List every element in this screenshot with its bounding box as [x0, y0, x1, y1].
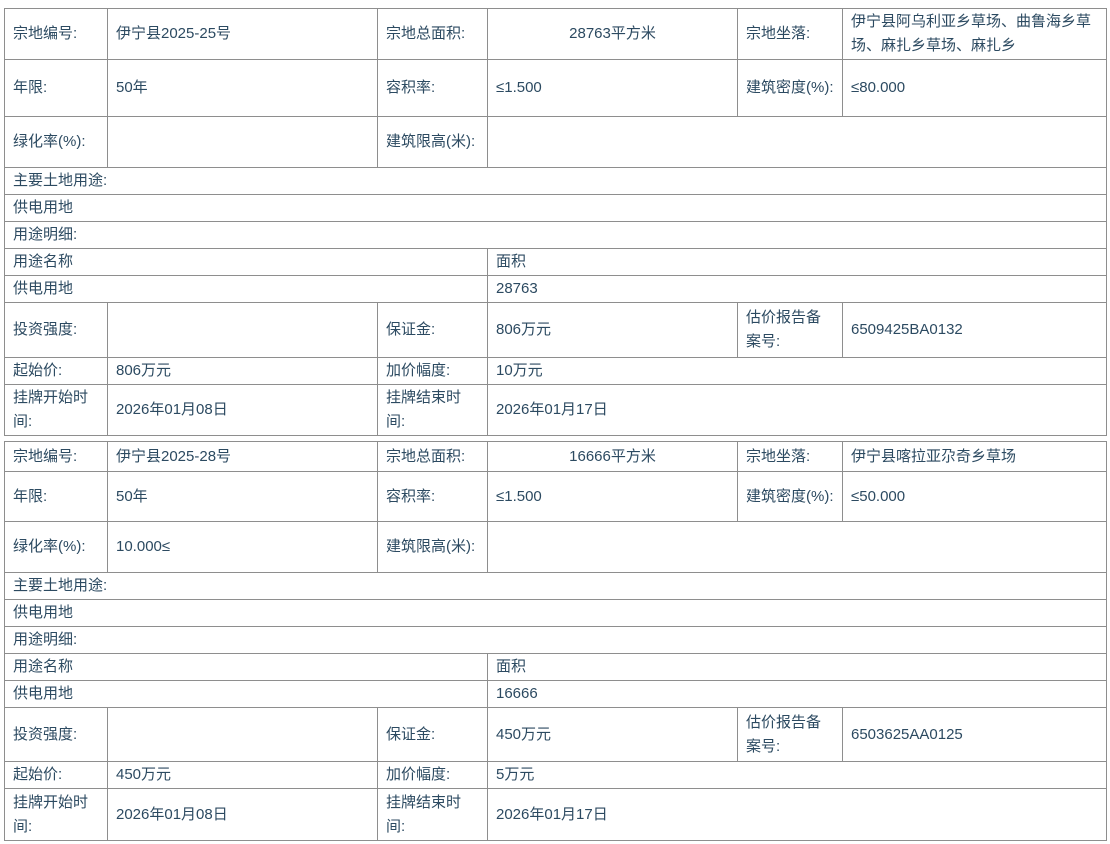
main-use-value: 供电用地 — [4, 599, 1107, 627]
parcel-no-label: 宗地编号: — [4, 441, 108, 472]
listing-end-label: 挂牌结束时间: — [377, 788, 488, 841]
area-header: 面积 — [487, 248, 1107, 276]
table-row: 挂牌开始时间: 2026年01月08日 挂牌结束时间: 2026年01月17日 — [4, 384, 1107, 436]
total-area-value: 16666平方米 — [487, 441, 738, 472]
term-value: 50年 — [107, 59, 378, 117]
building-density-label: 建筑密度(%): — [737, 59, 843, 117]
total-area-label: 宗地总面积: — [377, 441, 488, 472]
total-area-value: 28763平方米 — [487, 8, 738, 60]
height-limit-value — [487, 116, 1107, 168]
total-area-label: 宗地总面积: — [377, 8, 488, 60]
parcel-table-2: 宗地编号: 伊宁县2025-28号 宗地总面积: 16666平方米 宗地坐落: … — [4, 441, 1107, 841]
listing-start-label: 挂牌开始时间: — [4, 384, 108, 436]
main-use-label: 主要土地用途: — [4, 572, 1107, 600]
table-row: 起始价: 806万元 加价幅度: 10万元 — [4, 357, 1107, 385]
parcel-no-label: 宗地编号: — [4, 8, 108, 60]
appraisal-no-value: 6503625AA0125 — [842, 707, 1107, 762]
start-price-value: 450万元 — [107, 761, 378, 789]
use-name-header: 用途名称 — [4, 653, 488, 681]
table-row: 供电用地 16666 — [4, 680, 1107, 708]
term-label: 年限: — [4, 59, 108, 117]
table-row: 年限: 50年 容积率: ≤1.500 建筑密度(%): ≤50.000 — [4, 471, 1107, 522]
use-name-header: 用途名称 — [4, 248, 488, 276]
use-detail-label: 用途明细: — [4, 626, 1107, 654]
listing-end-value: 2026年01月17日 — [487, 788, 1107, 841]
greening-rate-value — [107, 116, 378, 168]
use-name-value: 供电用地 — [4, 275, 488, 303]
building-density-value: ≤80.000 — [842, 59, 1107, 117]
parcel-no-value: 伊宁县2025-28号 — [107, 441, 378, 472]
investment-label: 投资强度: — [4, 302, 108, 358]
table-row: 用途明细: — [4, 221, 1107, 249]
table-row: 绿化率(%): 10.000≤ 建筑限高(米): — [4, 521, 1107, 573]
start-price-label: 起始价: — [4, 357, 108, 385]
table-row: 供电用地 28763 — [4, 275, 1107, 303]
area-header: 面积 — [487, 653, 1107, 681]
listing-start-value: 2026年01月08日 — [107, 788, 378, 841]
increment-label: 加价幅度: — [377, 357, 488, 385]
height-limit-label: 建筑限高(米): — [377, 116, 488, 168]
main-use-label: 主要土地用途: — [4, 167, 1107, 195]
appraisal-no-label: 估价报告备案号: — [737, 302, 843, 358]
building-density-value: ≤50.000 — [842, 471, 1107, 522]
table-row: 投资强度: 保证金: 806万元 估价报告备案号: 6509425BA0132 — [4, 302, 1107, 358]
location-value: 伊宁县阿乌利亚乡草场、曲鲁海乡草场、麻扎乡草场、麻扎乡 — [842, 8, 1107, 60]
table-row: 用途名称 面积 — [4, 653, 1107, 681]
plot-ratio-value: ≤1.500 — [487, 471, 738, 522]
investment-value — [107, 707, 378, 762]
listing-start-label: 挂牌开始时间: — [4, 788, 108, 841]
appraisal-no-label: 估价报告备案号: — [737, 707, 843, 762]
table-row: 供电用地 — [4, 599, 1107, 627]
increment-label: 加价幅度: — [377, 761, 488, 789]
table-row: 主要土地用途: — [4, 167, 1107, 195]
location-label: 宗地坐落: — [737, 441, 843, 472]
greening-rate-label: 绿化率(%): — [4, 521, 108, 573]
table-row: 用途名称 面积 — [4, 248, 1107, 276]
use-detail-label: 用途明细: — [4, 221, 1107, 249]
height-limit-value — [487, 521, 1107, 573]
use-area-value: 28763 — [487, 275, 1107, 303]
main-use-value: 供电用地 — [4, 194, 1107, 222]
appraisal-no-value: 6509425BA0132 — [842, 302, 1107, 358]
table-row: 宗地编号: 伊宁县2025-25号 宗地总面积: 28763平方米 宗地坐落: … — [4, 8, 1107, 60]
parcel-table-1: 宗地编号: 伊宁县2025-25号 宗地总面积: 28763平方米 宗地坐落: … — [4, 8, 1107, 436]
deposit-label: 保证金: — [377, 707, 488, 762]
plot-ratio-value: ≤1.500 — [487, 59, 738, 117]
listing-start-value: 2026年01月08日 — [107, 384, 378, 436]
table-row: 挂牌开始时间: 2026年01月08日 挂牌结束时间: 2026年01月17日 — [4, 788, 1107, 841]
deposit-label: 保证金: — [377, 302, 488, 358]
plot-ratio-label: 容积率: — [377, 471, 488, 522]
start-price-value: 806万元 — [107, 357, 378, 385]
table-row: 起始价: 450万元 加价幅度: 5万元 — [4, 761, 1107, 789]
greening-rate-label: 绿化率(%): — [4, 116, 108, 168]
height-limit-label: 建筑限高(米): — [377, 521, 488, 573]
parcel-no-value: 伊宁县2025-25号 — [107, 8, 378, 60]
table-row: 投资强度: 保证金: 450万元 估价报告备案号: 6503625AA0125 — [4, 707, 1107, 762]
use-name-value: 供电用地 — [4, 680, 488, 708]
use-area-value: 16666 — [487, 680, 1107, 708]
increment-value: 5万元 — [487, 761, 1107, 789]
table-row: 绿化率(%): 建筑限高(米): — [4, 116, 1107, 168]
table-row: 宗地编号: 伊宁县2025-28号 宗地总面积: 16666平方米 宗地坐落: … — [4, 441, 1107, 472]
location-label: 宗地坐落: — [737, 8, 843, 60]
deposit-value: 450万元 — [487, 707, 738, 762]
listing-end-label: 挂牌结束时间: — [377, 384, 488, 436]
location-value: 伊宁县喀拉亚尕奇乡草场 — [842, 441, 1107, 472]
start-price-label: 起始价: — [4, 761, 108, 789]
deposit-value: 806万元 — [487, 302, 738, 358]
table-row: 年限: 50年 容积率: ≤1.500 建筑密度(%): ≤80.000 — [4, 59, 1107, 117]
table-row: 供电用地 — [4, 194, 1107, 222]
building-density-label: 建筑密度(%): — [737, 471, 843, 522]
listing-end-value: 2026年01月17日 — [487, 384, 1107, 436]
investment-label: 投资强度: — [4, 707, 108, 762]
term-value: 50年 — [107, 471, 378, 522]
term-label: 年限: — [4, 471, 108, 522]
greening-rate-value: 10.000≤ — [107, 521, 378, 573]
plot-ratio-label: 容积率: — [377, 59, 488, 117]
increment-value: 10万元 — [487, 357, 1107, 385]
table-row: 主要土地用途: — [4, 572, 1107, 600]
table-row: 用途明细: — [4, 626, 1107, 654]
investment-value — [107, 302, 378, 358]
